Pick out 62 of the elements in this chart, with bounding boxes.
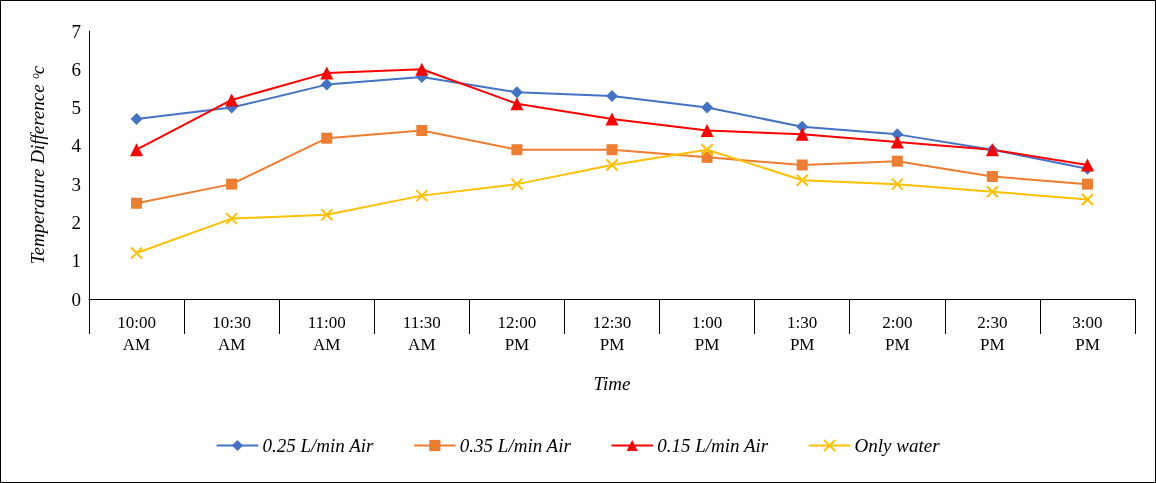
y-tick-label: 7 [71, 20, 81, 42]
y-tick-label: 5 [71, 97, 81, 119]
point [700, 143, 714, 157]
point [510, 97, 524, 111]
legend-label: 0.25 L/min Air [262, 435, 375, 456]
x-tick-label: 11:30 AM [402, 312, 441, 354]
point [130, 246, 144, 260]
point [130, 143, 144, 157]
x-tick-label: 10:00 AM [117, 312, 156, 354]
point [416, 125, 428, 137]
point [130, 113, 143, 126]
point [606, 90, 618, 103]
point [606, 144, 618, 156]
legend-label: 0.35 L/min Air [459, 435, 572, 456]
point [701, 101, 714, 114]
point [225, 93, 239, 107]
point [131, 197, 143, 209]
legend-label: Only water [854, 435, 941, 456]
x-axis-title: Time [593, 373, 631, 394]
point [226, 178, 238, 190]
point [890, 177, 904, 191]
point [891, 155, 903, 167]
point [320, 208, 334, 222]
point [320, 66, 334, 80]
y-tick-label: 6 [71, 58, 81, 80]
y-tick-label: 4 [71, 135, 82, 157]
point [510, 86, 523, 99]
point [795, 173, 809, 187]
point [890, 135, 904, 149]
point [796, 159, 808, 171]
point [1080, 158, 1094, 172]
y-tick-label: 2 [71, 211, 81, 233]
x-tick-label: 2:30 PM [977, 312, 1008, 354]
x-tick-label: 12:30 PM [592, 312, 632, 354]
point [415, 62, 429, 76]
point [510, 177, 524, 191]
point [986, 170, 998, 182]
x-tick-label: 12:00 PM [497, 312, 537, 354]
x-tick-label: 1:30 PM [787, 312, 818, 354]
y-tick-label: 0 [71, 288, 81, 310]
x-tick-label: 1:00 PM [691, 312, 723, 354]
point [796, 120, 809, 133]
point [795, 127, 809, 141]
point [415, 189, 429, 203]
point [1081, 178, 1093, 190]
x-tick-label: 2:00 PM [882, 312, 913, 354]
point [321, 132, 333, 144]
point [511, 144, 523, 156]
point [700, 124, 714, 138]
legend-label: 0.15 L/min Air [657, 435, 769, 456]
y-axis-title: Temperature Difference ᵒc [27, 65, 48, 265]
point [605, 158, 619, 172]
y-tick-label: 3 [71, 173, 81, 195]
y-tick-label: 1 [71, 250, 81, 272]
point [320, 78, 333, 91]
x-tick-label: 3:00 PM [1072, 312, 1103, 354]
x-tick-label: 11:00 AM [307, 312, 346, 354]
point [985, 185, 999, 199]
point [225, 212, 239, 226]
point [1080, 192, 1094, 206]
x-tick-label: 10:30 AM [212, 312, 251, 354]
point [605, 112, 619, 126]
